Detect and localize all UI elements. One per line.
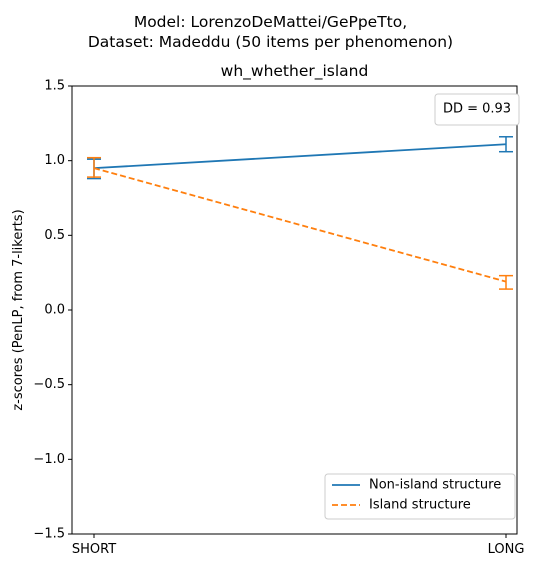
legend: Non-island structure Island structure: [324, 473, 516, 520]
annotation-box: DD = 0.93: [434, 93, 520, 126]
x-tick-label: LONG: [488, 542, 525, 557]
y-tick-label: 1.0: [44, 153, 65, 168]
plot-frame: [71, 85, 518, 535]
series-line-2: [93, 167, 507, 283]
y-tick-label: −1.0: [33, 452, 65, 467]
y-tick-label: −1.5: [33, 527, 65, 542]
error-bar: [87, 156, 101, 178]
figure-title-line2: Dataset: Madeddu (50 items per phenomeno…: [87, 33, 454, 51]
legend-label: Island structure: [369, 498, 471, 513]
y-axis-label: z-scores (PenLP, from 7-likerts): [11, 209, 26, 410]
annotation-text: DD = 0.93: [443, 102, 511, 117]
y-axis-ticks: 1.5 1.0 0.5 0.0 −0.5 −1.0 −1.5: [33, 79, 72, 542]
x-axis-ticks: SHORT LONG: [72, 534, 525, 557]
x-tick-label: SHORT: [72, 542, 116, 557]
y-tick-label: 0.5: [44, 228, 65, 243]
series-layer: [87, 136, 513, 290]
legend-label: Non-island structure: [369, 478, 501, 493]
figure-title: Model: LorenzoDeMattei/GePpeTto, Dataset…: [0, 12, 541, 52]
y-tick-label: −0.5: [33, 377, 65, 392]
y-tick-label: 1.5: [44, 79, 65, 94]
error-bar: [499, 274, 513, 290]
figure-title-line1: Model: LorenzoDeMattei/GePpeTto,: [133, 13, 408, 31]
series-line-1: [93, 143, 507, 170]
y-tick-label: 0.0: [44, 303, 65, 318]
chart-title: wh_whether_island: [220, 62, 369, 80]
error-bar: [499, 136, 513, 153]
